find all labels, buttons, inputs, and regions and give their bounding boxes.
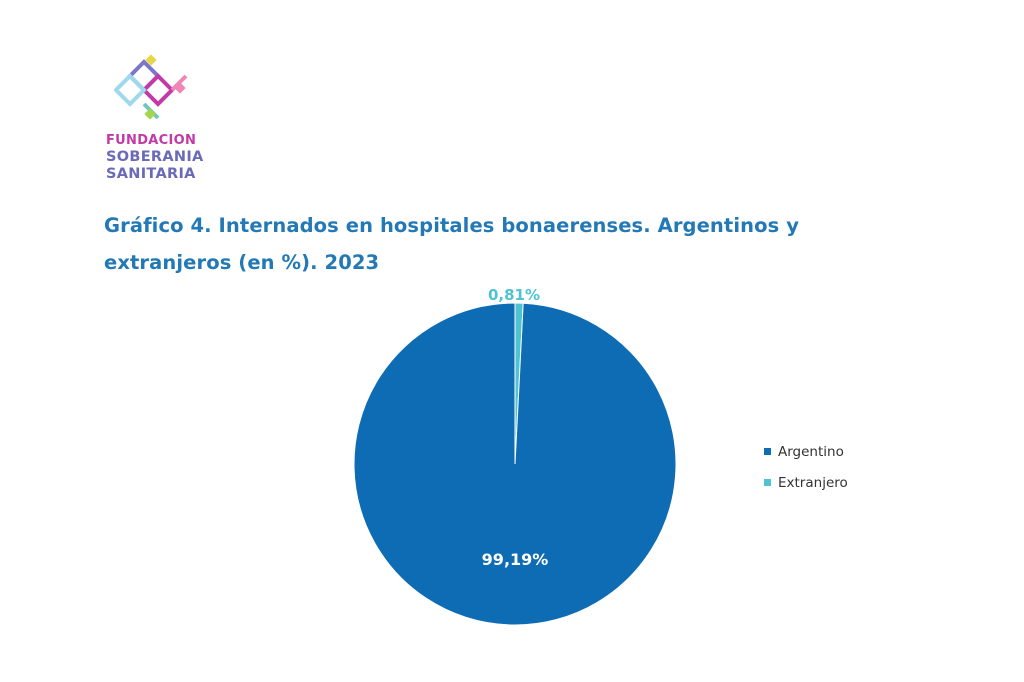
- data-label-extranjero: 0,81%: [488, 286, 540, 304]
- chart-title: Gráfico 4. Internados en hospitales bona…: [104, 207, 824, 281]
- data-label-argentino: 99,19%: [482, 550, 549, 569]
- logo-wordmark: FUNDACION SOBERANIA SANITARIA: [106, 132, 204, 183]
- logo-line-soberania: SOBERANIA: [106, 149, 204, 165]
- legend-swatch-argentino: [764, 448, 771, 455]
- foundation-logo: FUNDACION SOBERANIA SANITARIA: [100, 54, 220, 184]
- logo-line-sanitaria: SANITARIA: [106, 166, 196, 182]
- legend-label-extranjero: Extranjero: [778, 474, 848, 491]
- chart-title-line-1: Gráfico 4. Internados en hospitales bona…: [104, 214, 800, 237]
- logo-line-fundacion: FUNDACION: [106, 133, 197, 148]
- legend-label-argentino: Argentino: [778, 443, 844, 460]
- logo-mark-icon: [114, 54, 188, 120]
- legend-item-argentino: Argentino: [764, 436, 848, 467]
- chart-legend: Argentino Extranjero: [764, 436, 848, 498]
- legend-swatch-extranjero: [764, 479, 771, 486]
- legend-item-extranjero: Extranjero: [764, 467, 848, 498]
- pie-slice-argentino: [353, 302, 677, 626]
- chart-title-line-2: extranjeros (en %). 2023: [104, 251, 380, 274]
